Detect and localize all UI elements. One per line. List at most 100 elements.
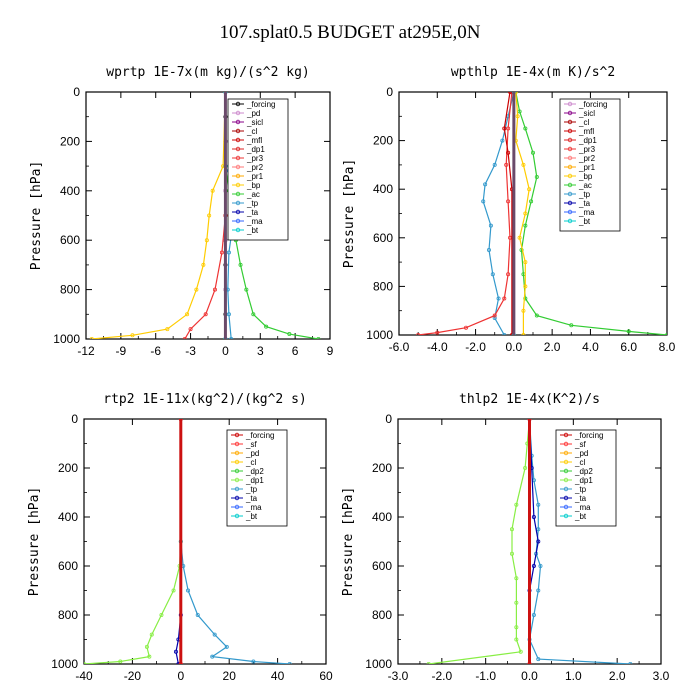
legend-label: _pr2 [578, 154, 596, 163]
series-group [426, 419, 633, 664]
legend-marker [567, 146, 573, 152]
legend-label: _ma [578, 208, 595, 217]
x-tick-label: -20 [124, 669, 142, 683]
plot-frame [83, 418, 327, 665]
data-point [517, 235, 522, 240]
data-point [506, 199, 511, 204]
legend-label: _forcing [578, 100, 607, 109]
legend-marker [235, 128, 241, 134]
figure-title: 107.splat0.5 BUDGET at295E,0N [220, 22, 481, 43]
legend-marker [235, 227, 241, 233]
legend-marker [563, 441, 569, 447]
data-point [569, 323, 574, 328]
y-tick-label: 200 [60, 134, 80, 148]
data-point [492, 315, 497, 320]
x-tick-label: 0 [177, 669, 184, 683]
y-tick-label: 800 [372, 608, 392, 622]
data-point [264, 324, 269, 329]
x-tick-label: 1.0 [565, 669, 582, 683]
legend-marker [567, 128, 573, 134]
data-point [531, 150, 536, 155]
legend-marker [563, 459, 569, 465]
y-tick-label: 200 [58, 461, 78, 475]
legend-label: _dp1 [574, 476, 593, 485]
data-point [506, 126, 511, 131]
y-tick-label: 1000 [51, 657, 78, 671]
data-point [195, 613, 200, 618]
x-tick-label: 60 [319, 669, 333, 683]
legend-marker [567, 209, 573, 215]
legend-label: _tp [578, 190, 591, 199]
legend-marker [234, 513, 240, 519]
data-point [173, 649, 178, 654]
legend-marker [567, 218, 573, 224]
panel-3: rtp2 1E-11x(kg^2)/(kg^2 s) Pressure [hPa]… [27, 392, 333, 683]
series-line-tp [482, 92, 515, 335]
legend-label: _pr3 [246, 154, 264, 163]
legend-marker [235, 137, 241, 143]
plot-frame [85, 91, 331, 340]
data-point [182, 337, 187, 339]
panel-title: wpthlp 1E-4x(m K)/s^2 [451, 65, 615, 80]
series-group [416, 92, 667, 335]
legend-marker [567, 191, 573, 197]
data-point [207, 213, 212, 218]
panel-title: rtp2 1E-11x(kg^2)/(kg^2 s) [103, 392, 307, 407]
plot-frame [398, 91, 668, 336]
data-point [210, 188, 215, 193]
data-point [536, 502, 541, 507]
legend-marker [235, 101, 241, 107]
legend-label: _pd [246, 109, 260, 118]
legend-label: _ma [246, 217, 263, 226]
legend-marker [567, 110, 573, 116]
legend-marker [235, 218, 241, 224]
data-point [165, 327, 170, 332]
data-point [287, 332, 292, 337]
data-point [118, 659, 123, 664]
panel-title: wprtp 1E-7x(m kg)/(s^2 kg) [106, 65, 310, 80]
y-tick-label: 400 [373, 182, 393, 196]
data-point [316, 337, 321, 339]
x-tick-label: 9 [327, 344, 334, 358]
data-point [287, 662, 292, 664]
legend-label: _bp [246, 181, 261, 190]
x-tick-label: -2.0 [431, 669, 452, 683]
y-tick-label: 800 [58, 608, 78, 622]
data-point [534, 175, 539, 180]
data-point [130, 333, 135, 338]
legend-marker [234, 432, 240, 438]
legend-label: _pd [574, 449, 588, 458]
legend-label: _bt [245, 512, 258, 521]
x-tick-label: 4.0 [582, 340, 599, 354]
data-point [514, 600, 519, 605]
data-point [496, 296, 501, 301]
legend-marker [234, 468, 240, 474]
legend: _forcing_sf_pd_cl_dp2_dp1_tp_ta_ma_bt [555, 429, 617, 527]
series-line-pr3 [418, 92, 513, 335]
data-point [212, 632, 217, 637]
data-point [490, 272, 495, 277]
legend-marker [567, 155, 573, 161]
data-point [186, 588, 191, 593]
legend-marker [563, 504, 569, 510]
y-axis-label: Pressure [hPa] [27, 487, 42, 597]
legend-label: _cl [245, 458, 256, 467]
data-point [538, 564, 543, 569]
legend-marker [235, 146, 241, 152]
data-point [521, 162, 526, 167]
data-point [492, 313, 497, 318]
data-point [502, 126, 507, 131]
data-point [144, 644, 149, 649]
x-tick-label: 3.0 [653, 669, 670, 683]
x-tick-label: 6.0 [620, 340, 637, 354]
data-point [509, 551, 514, 556]
data-point [226, 312, 231, 317]
data-point [527, 187, 532, 192]
panel-2: wpthlp 1E-4x(m K)/s^2 Pressure [hPa] -6.0 -… [342, 65, 676, 354]
data-point [628, 662, 633, 664]
x-tick-label: -9 [116, 344, 127, 358]
legend: _forcing_sicl_cl_mfl_dp1_pr3_pr2_pr1_bp_… [559, 98, 621, 232]
legend-label: _dp2 [245, 467, 264, 476]
data-point [523, 223, 528, 228]
legend-label: _ac [246, 190, 260, 199]
